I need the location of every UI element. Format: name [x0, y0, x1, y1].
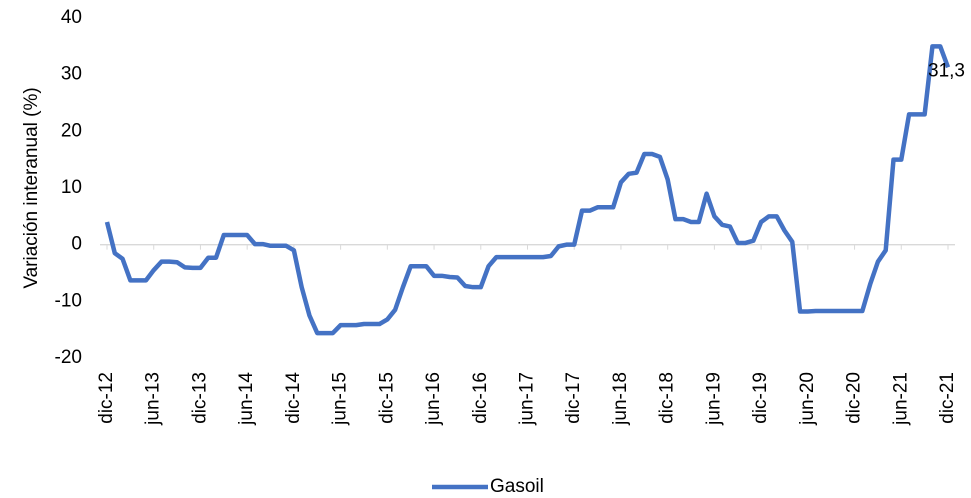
y-tick-label: 30	[61, 64, 82, 85]
y-tick-label: -20	[55, 347, 82, 368]
x-tick-label: jun-19	[703, 372, 724, 426]
x-tick-label: dic-12	[96, 372, 117, 424]
line	[104, 44, 951, 336]
x-tick-label: dic-21	[937, 372, 958, 424]
x-tick-label: jun-15	[330, 372, 351, 426]
x-tick-label: jun-14	[236, 372, 257, 426]
x-tick-label: dic-18	[657, 372, 678, 424]
x-tick-label: dic-16	[470, 372, 491, 424]
x-tick-label: jun-20	[797, 372, 818, 426]
y-axis-label: Variación interanual (%)	[21, 87, 42, 288]
x-tick-label: dic-19	[750, 372, 771, 424]
data-label: 31,3	[928, 60, 965, 81]
y-tick-label: -10	[55, 290, 82, 311]
x-tick-label: dic-17	[563, 372, 584, 424]
y-tick-label: 10	[61, 177, 82, 198]
x-tick-label: dic-15	[376, 372, 397, 424]
x-tick-label: dic-13	[189, 372, 210, 424]
x-tick-label: jun-18	[610, 372, 631, 426]
x-tick-label: jun-17	[517, 372, 538, 426]
x-tick-label: dic-20	[844, 372, 865, 424]
x-tick-label: jun-21	[890, 372, 911, 426]
y-tick-label: 0	[71, 234, 82, 255]
x-tick-label: dic-14	[283, 372, 304, 424]
x-tick-label: jun-16	[423, 372, 444, 426]
y-tick-label: 20	[61, 120, 82, 141]
x-tick-label: jun-13	[143, 372, 164, 426]
y-tick-label: 40	[61, 7, 82, 28]
legend-label: Gasoil	[490, 476, 544, 497]
